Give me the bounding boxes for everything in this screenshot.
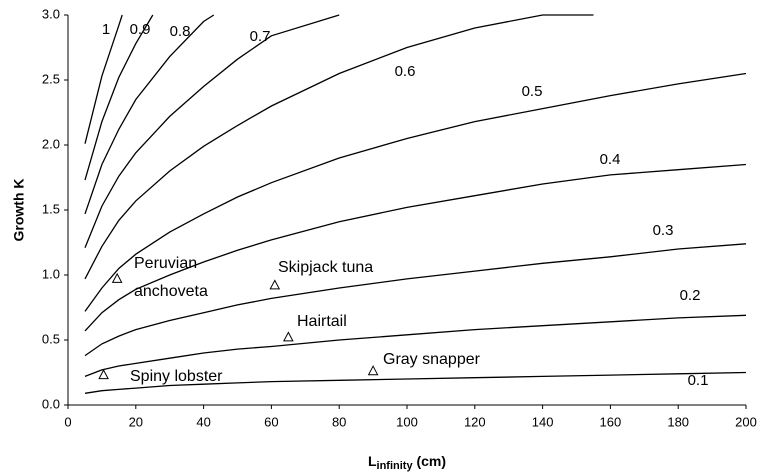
contour-label: 0.9 — [130, 21, 151, 38]
contour-line — [84, 14, 340, 248]
x-tick-label: 120 — [464, 414, 486, 429]
point-label: Spiny lobster — [130, 368, 223, 385]
contour-line — [84, 14, 123, 144]
x-label-unit: (cm) — [416, 453, 446, 469]
x-tick-label: 40 — [196, 414, 210, 429]
y-tick-label: 1.0 — [42, 266, 60, 281]
point-label: Hairtail — [297, 313, 347, 330]
contour-label: 1 — [102, 21, 110, 38]
contour-line — [84, 163, 747, 332]
x-axis-label: Linfinity (cm) — [368, 453, 446, 472]
contour-label: 0.1 — [688, 372, 709, 389]
contour-line — [84, 14, 154, 181]
contour-line — [84, 14, 215, 215]
contour-label: 0.7 — [250, 28, 271, 45]
x-tick-label: 180 — [667, 414, 689, 429]
contour-line — [84, 371, 747, 394]
x-tick-label: 140 — [532, 414, 554, 429]
point-marker — [283, 331, 294, 342]
y-tick-label: 2.0 — [42, 136, 60, 151]
x-tick-label: 100 — [396, 414, 418, 429]
y-tick-label: 3.0 — [42, 6, 60, 21]
contour-label: 0.8 — [170, 23, 191, 40]
x-tick-label: 200 — [735, 414, 757, 429]
point-marker — [111, 272, 123, 283]
contour-line — [84, 314, 747, 378]
point-marker — [98, 369, 109, 380]
y-axis-label: Growth K — [11, 179, 27, 242]
y-tick-label: 0.0 — [42, 396, 60, 411]
contour-label: 0.6 — [395, 63, 416, 80]
contour-line — [84, 243, 747, 357]
point-label: Gray snapper — [383, 351, 480, 368]
y-tick-label: 2.5 — [42, 71, 60, 86]
x-tick-label: 0 — [64, 414, 71, 429]
x-tick-label: 80 — [332, 414, 346, 429]
contour-label: 0.4 — [600, 151, 621, 168]
contour-line — [84, 72, 747, 312]
y-tick-label: 0.5 — [42, 331, 60, 346]
x-label-main: L — [368, 453, 377, 469]
y-tick-label: 1.5 — [42, 201, 60, 216]
x-tick-label: 160 — [600, 414, 622, 429]
contour-label: 0.5 — [522, 83, 543, 100]
point-marker — [367, 365, 379, 376]
contour-label: 0.2 — [680, 287, 701, 304]
x-tick-label: 60 — [264, 414, 278, 429]
point-label: Peruvian anchoveta — [134, 255, 208, 300]
contour-line — [84, 14, 594, 280]
x-tick-label: 20 — [129, 414, 143, 429]
x-label-sub: infinity — [377, 460, 414, 472]
point-label: Skipjack tuna — [278, 259, 374, 276]
point-marker — [269, 279, 281, 290]
contour-label: 0.3 — [653, 222, 674, 239]
